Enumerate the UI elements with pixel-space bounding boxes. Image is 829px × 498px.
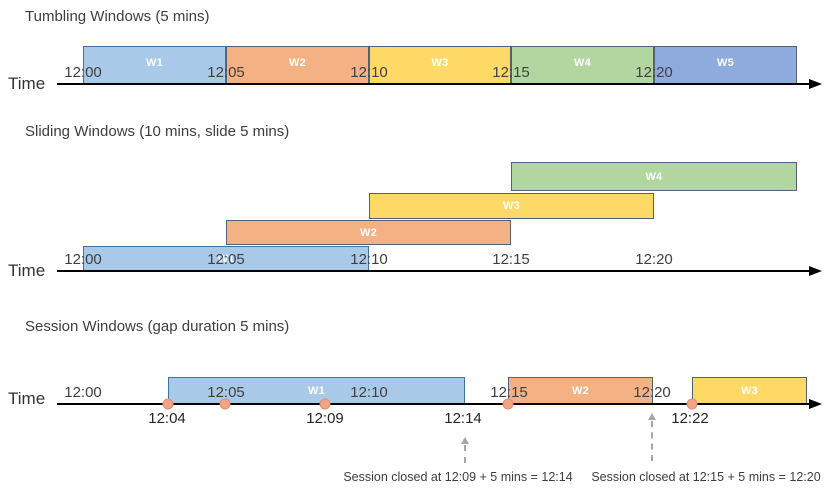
session-tick: 12:05 — [207, 384, 245, 401]
tumbling-tick: 12:00 — [64, 64, 102, 81]
tumbling-window-w4: W4 — [511, 46, 654, 84]
annotation-arrow-line — [464, 445, 466, 463]
sliding-title: Sliding Windows (10 mins, slide 5 mins) — [25, 123, 290, 140]
sliding-tick: 12:05 — [207, 251, 245, 268]
tumbling-tick: 12:05 — [207, 64, 245, 81]
window-label: W1 — [217, 253, 235, 265]
sliding-tick: 12:00 — [64, 251, 102, 268]
tumbling-window-w1: W1 — [83, 46, 226, 84]
session-close-annotation-2: Session closed at 12:15 + 5 mins = 12:20 — [591, 470, 821, 484]
session-tick: 12:00 — [64, 384, 102, 401]
event-time-label: 12:04 — [148, 410, 186, 427]
tumbling-tick: 12:10 — [350, 64, 388, 81]
event-time-label: 12:14 — [444, 410, 482, 427]
session-axis-arrow-icon — [809, 399, 822, 409]
tumbling-title: Tumbling Windows (5 mins) — [25, 8, 210, 25]
tumbling-axis-arrow-icon — [809, 79, 822, 89]
sliding-tick: 12:20 — [635, 251, 673, 268]
sliding-tick: 12:15 — [492, 251, 530, 268]
window-label: W2 — [571, 384, 590, 397]
tumbling-tick: 12:20 — [635, 64, 673, 81]
tumbling-window-w2: W2 — [226, 46, 369, 84]
tumbling-window-w3: W3 — [369, 46, 511, 84]
sliding-axis — [57, 270, 810, 272]
window-label: W3 — [502, 200, 521, 212]
session-window-w1: W1 — [168, 377, 465, 404]
session-tick: 12:15 — [490, 384, 528, 401]
session-time-label: Time — [8, 389, 46, 408]
session-close-annotation-1: Session closed at 12:09 + 5 mins = 12:14 — [343, 470, 573, 484]
session-tick: 12:10 — [350, 384, 388, 401]
tumbling-axis — [57, 83, 810, 85]
window-label: W3 — [740, 384, 759, 397]
window-label: W4 — [573, 56, 592, 69]
session-window-w2: W2 — [508, 377, 653, 404]
window-label: W2 — [359, 226, 378, 239]
annotation-arrow-line — [651, 421, 653, 461]
tumbling-window-w5: W5 — [654, 46, 797, 84]
sliding-tick: 12:10 — [350, 251, 388, 268]
sliding-axis-arrow-icon — [809, 266, 822, 276]
sliding-window-w4: W4 — [511, 162, 797, 191]
session-axis — [57, 403, 810, 405]
tumbling-tick: 12:15 — [492, 64, 530, 81]
sliding-window-w2: W2 — [226, 220, 511, 245]
session-window-w3: W3 — [692, 377, 807, 404]
event-time-label: 12:09 — [306, 410, 344, 427]
sliding-window-w3: W3 — [369, 193, 654, 219]
event-dot — [219, 398, 231, 410]
window-label: W3 — [431, 56, 449, 69]
tumbling-time-label: Time — [8, 74, 46, 93]
session-tick: 12:20 — [633, 384, 671, 401]
event-time-label: 12:22 — [671, 410, 709, 427]
window-label: W4 — [645, 170, 663, 183]
window-label: W2 — [288, 56, 307, 69]
window-label: W5 — [716, 56, 735, 69]
event-dot — [319, 398, 331, 410]
event-dot — [162, 398, 174, 410]
window-label: W1 — [307, 384, 326, 397]
annotation-arrow-icon — [648, 413, 656, 420]
sliding-time-label: Time — [8, 261, 46, 280]
session-title: Session Windows (gap duration 5 mins) — [25, 318, 290, 335]
annotation-arrow-icon — [461, 437, 469, 444]
event-dot — [686, 398, 698, 410]
window-label: W1 — [145, 56, 164, 69]
event-dot — [502, 398, 514, 410]
